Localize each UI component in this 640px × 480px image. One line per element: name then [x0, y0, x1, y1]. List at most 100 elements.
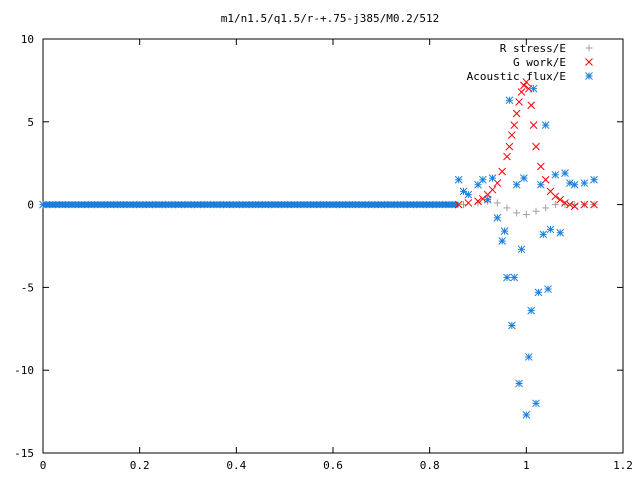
acoustic-flux-point — [534, 288, 543, 297]
acoustic-flux-point — [500, 227, 509, 235]
acoustic-flux-point — [184, 200, 192, 209]
g-work-point — [515, 98, 523, 106]
acoustic-flux-point — [68, 200, 76, 209]
x-tick-label: 0.2 — [130, 459, 150, 472]
acoustic-flux-point — [416, 200, 424, 209]
x-tick-label: 1.2 — [613, 459, 633, 472]
acoustic-flux-point — [505, 96, 514, 105]
x-tick-label: 0.6 — [323, 459, 343, 472]
acoustic-flux-point — [174, 200, 183, 209]
acoustic-flux-point — [309, 200, 318, 209]
x-tick-label: 0.8 — [420, 459, 440, 472]
acoustic-flux-point — [232, 200, 241, 209]
g-work-point — [520, 81, 528, 90]
acoustic-flux-point — [510, 273, 519, 282]
acoustic-flux-point — [515, 379, 523, 388]
acoustic-flux-point — [367, 200, 376, 209]
legend-swatch-2 — [585, 72, 593, 80]
r-stress-point — [513, 209, 521, 217]
y-tick-label: 10 — [21, 33, 34, 46]
g-work-point — [551, 192, 560, 201]
acoustic-flux-point — [517, 245, 526, 254]
g-work-point — [561, 199, 569, 207]
acoustic-flux-point — [329, 200, 337, 209]
g-work-point — [505, 142, 514, 151]
acoustic-flux-point — [522, 411, 531, 419]
g-work-point — [488, 185, 497, 194]
g-work-point — [464, 199, 473, 207]
g-work-point — [529, 121, 538, 129]
acoustic-flux-point — [290, 200, 299, 209]
acoustic-flux-point — [459, 187, 468, 196]
acoustic-flux-point — [261, 200, 270, 209]
g-work-point — [454, 200, 463, 209]
acoustic-flux-point — [524, 353, 533, 361]
acoustic-flux-point — [116, 200, 125, 209]
acoustic-flux-point — [445, 200, 453, 209]
acoustic-flux-point — [348, 200, 357, 209]
acoustic-flux-point — [425, 200, 434, 209]
r-stress-point — [542, 204, 550, 212]
acoustic-flux-point — [106, 200, 115, 209]
x-tick-label: 0 — [40, 459, 47, 472]
r-stress-point — [503, 204, 511, 212]
acoustic-flux-point — [97, 200, 105, 209]
acoustic-flux-point — [155, 200, 163, 209]
g-work-point — [507, 131, 516, 139]
acoustic-flux-point — [503, 273, 511, 282]
g-work-point — [556, 195, 565, 204]
acoustic-flux-point — [87, 200, 96, 209]
y-tick-label: -5 — [21, 281, 34, 294]
acoustic-flux-point — [529, 84, 538, 93]
acoustic-flux-point — [580, 179, 589, 187]
acoustic-flux-point — [520, 174, 528, 182]
g-work-point — [503, 152, 511, 161]
acoustic-flux-point — [222, 200, 231, 209]
r-stress-point — [522, 211, 530, 219]
data-marks — [39, 78, 598, 419]
g-work-point — [522, 78, 531, 86]
acoustic-flux-point — [338, 200, 347, 209]
acoustic-flux-point — [570, 180, 579, 189]
acoustic-flux-point — [271, 200, 279, 209]
acoustic-flux-point — [319, 200, 328, 209]
acoustic-flux-point — [464, 190, 473, 199]
legend-label-r-stress: R stress/E — [500, 42, 566, 55]
acoustic-flux-point — [507, 321, 516, 330]
g-work-point — [536, 162, 545, 171]
g-work-point — [565, 200, 574, 209]
acoustic-flux-point — [58, 200, 67, 209]
g-work-point — [498, 167, 507, 176]
x-tick-label: 1 — [523, 459, 530, 472]
g-work-point — [527, 101, 536, 110]
acoustic-flux-point — [39, 200, 47, 209]
y-tick-label: -15 — [14, 447, 34, 460]
chart-title: m1/n1.5/q1.5/r-+.75-j385/M0.2/512 — [221, 12, 440, 25]
legend-swatch-1 — [585, 58, 593, 66]
acoustic-flux-point — [532, 399, 540, 408]
g-work-point — [474, 197, 482, 206]
acoustic-flux-point — [498, 237, 507, 245]
acoustic-flux-point — [48, 200, 57, 209]
acoustic-flux-point — [406, 200, 415, 209]
acoustic-flux-point — [512, 180, 521, 189]
acoustic-flux-point — [561, 169, 569, 177]
acoustic-flux-point — [435, 200, 444, 209]
acoustic-flux-point — [213, 200, 221, 209]
g-work-point — [590, 200, 598, 209]
acoustic-flux-point — [493, 213, 502, 222]
acoustic-flux-point — [135, 200, 144, 209]
acoustic-flux-point — [377, 200, 386, 209]
acoustic-flux-point — [527, 306, 536, 315]
acoustic-flux-point — [396, 200, 405, 209]
r-stress-point — [460, 201, 467, 209]
acoustic-flux-point — [280, 200, 289, 209]
r-stress-point — [493, 199, 501, 207]
legend: R stress/E G work/E Acoustic flux/E — [467, 42, 593, 83]
acoustic-flux-point — [77, 200, 86, 209]
acoustic-flux-point — [536, 180, 545, 189]
g-work-point — [532, 142, 540, 151]
acoustic-flux-point — [565, 179, 574, 187]
acoustic-flux-point — [590, 175, 598, 184]
